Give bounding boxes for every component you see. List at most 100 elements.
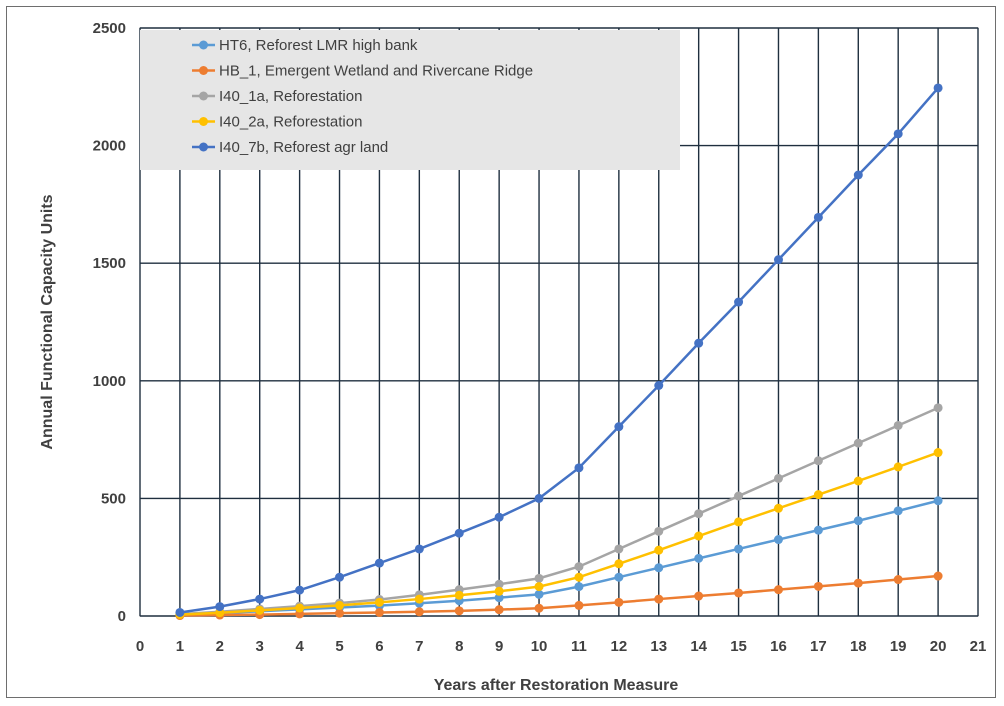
data-point xyxy=(813,456,823,466)
y-tick-label: 500 xyxy=(101,490,126,507)
x-tick-label: 14 xyxy=(690,638,707,655)
data-point xyxy=(694,553,704,563)
legend-marker xyxy=(199,117,208,126)
x-tick-label: 21 xyxy=(970,638,987,655)
data-point xyxy=(574,562,584,572)
data-point xyxy=(853,438,863,448)
x-tick-label: 5 xyxy=(335,638,343,655)
data-point xyxy=(534,573,544,583)
legend-marker xyxy=(199,91,208,101)
data-point xyxy=(574,600,584,610)
y-tick-label: 2000 xyxy=(93,138,126,155)
data-point xyxy=(335,572,345,582)
series-line xyxy=(179,406,939,616)
x-tick-label: 11 xyxy=(571,638,587,655)
data-point xyxy=(853,578,863,588)
x-tick-label: 15 xyxy=(730,638,747,655)
x-tick-label: 7 xyxy=(415,638,423,655)
data-point xyxy=(534,589,544,599)
series-layer xyxy=(175,83,943,621)
data-point xyxy=(295,603,305,613)
legend-label: HB_1, Emergent Wetland and Rivercane Rid… xyxy=(219,63,533,80)
data-point xyxy=(893,506,903,516)
data-point xyxy=(893,420,903,430)
x-tick-label: 12 xyxy=(611,638,628,655)
data-point xyxy=(454,528,464,538)
data-point xyxy=(574,463,584,473)
data-point xyxy=(654,563,664,573)
data-point xyxy=(933,496,943,506)
data-point xyxy=(893,129,903,139)
data-point xyxy=(773,503,783,513)
data-point xyxy=(255,594,265,604)
data-point xyxy=(494,586,504,596)
data-point xyxy=(454,606,464,616)
data-point xyxy=(175,607,185,617)
x-tick-label: 10 xyxy=(531,638,548,655)
data-point xyxy=(414,544,424,554)
x-tick-label: 6 xyxy=(375,638,383,655)
data-point xyxy=(374,558,384,568)
series-line xyxy=(179,451,939,616)
data-point xyxy=(414,594,424,604)
data-point xyxy=(893,575,903,585)
tick-labels: 0 1 2 3 4 5 6 7 8 9 10 11 12 13 14 15 16 17 18 19 20 21050010… xyxy=(93,20,987,655)
data-point xyxy=(694,509,704,519)
legend-marker xyxy=(199,142,208,152)
data-point xyxy=(734,297,744,307)
x-tick-label: 17 xyxy=(810,638,827,655)
x-tick-label: 13 xyxy=(650,638,667,655)
data-point xyxy=(893,462,903,472)
data-point xyxy=(734,491,744,501)
data-point xyxy=(734,517,744,527)
data-point xyxy=(933,571,943,581)
x-tick-label: 2 xyxy=(216,638,224,655)
y-tick-label: 1000 xyxy=(93,373,126,390)
data-point xyxy=(494,579,504,589)
series-group xyxy=(175,571,943,621)
data-point xyxy=(853,476,863,486)
data-point xyxy=(933,83,943,93)
data-point xyxy=(454,590,464,600)
series-line xyxy=(179,499,939,617)
legend-background xyxy=(140,30,680,170)
data-point xyxy=(694,591,704,601)
series-group xyxy=(175,448,943,620)
legend-label: I40_7b, Reforest agr land xyxy=(219,139,388,156)
x-tick-label: 16 xyxy=(770,638,787,655)
data-point xyxy=(534,582,544,592)
data-point xyxy=(694,338,704,348)
data-point xyxy=(813,490,823,500)
data-point xyxy=(654,526,664,536)
data-point xyxy=(654,594,664,604)
data-point xyxy=(534,493,544,503)
data-point xyxy=(335,608,345,618)
data-point xyxy=(614,559,624,569)
data-point xyxy=(494,512,504,522)
legend-label: I40_1a, Reforestation xyxy=(219,88,362,105)
data-point xyxy=(614,544,624,554)
x-tick-label: 0 xyxy=(136,638,144,655)
data-point xyxy=(614,597,624,607)
data-point xyxy=(255,605,265,615)
data-point xyxy=(414,607,424,617)
data-point xyxy=(215,602,225,612)
y-tick-label: 1500 xyxy=(93,255,126,272)
series-line xyxy=(179,574,939,617)
data-point xyxy=(734,544,744,554)
x-tick-label: 8 xyxy=(455,638,463,655)
x-tick-label: 19 xyxy=(890,638,907,655)
data-point xyxy=(494,593,504,603)
x-axis-title: Years after Restoration Measure xyxy=(434,677,679,694)
x-tick-label: 18 xyxy=(850,638,867,655)
data-point xyxy=(374,607,384,617)
legend: HT6, Reforest LMR high bank HB_1, Emergen… xyxy=(140,30,680,170)
legend-label: HT6, Reforest LMR high bank xyxy=(219,37,418,54)
x-tick-label: 9 xyxy=(495,638,503,655)
data-point xyxy=(734,588,744,598)
data-point xyxy=(933,403,943,413)
legend-marker xyxy=(199,66,208,75)
y-tick-label: 0 xyxy=(118,608,126,625)
data-point xyxy=(374,597,384,607)
